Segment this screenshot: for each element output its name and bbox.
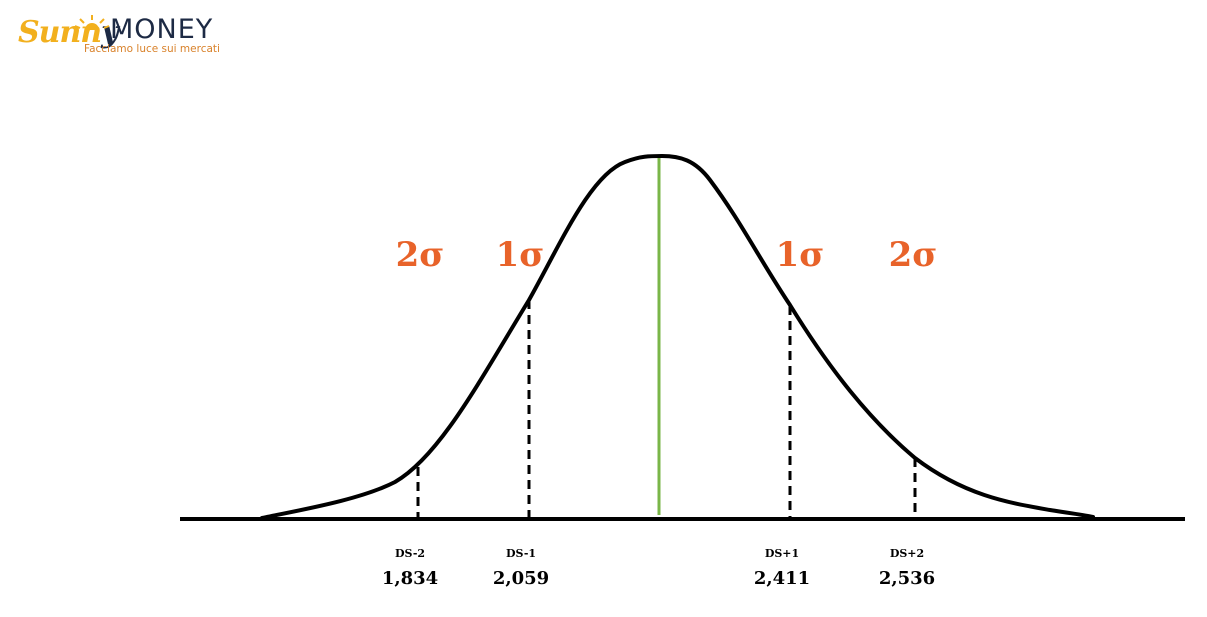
sigma-label-ds+2: 2σ [889, 235, 938, 275]
logo: Sunny MONEY Facciamo luce sui mercati [18, 14, 248, 64]
sun-icon [74, 15, 110, 30]
marker-label-ds+2: DS+2 [890, 547, 924, 560]
marker-value-ds-1: 2,059 [493, 568, 549, 589]
logo-brand: MONEY [110, 14, 214, 45]
marker-label-ds+1: DS+1 [765, 547, 799, 560]
sigma-label-ds+1: 1σ [776, 235, 825, 275]
bell-curve [260, 153, 1095, 520]
marker-label-ds-2: DS-2 [395, 547, 425, 560]
sigma-label-ds-1: 1σ [496, 235, 545, 275]
sigma-label-ds-2: 2σ [396, 235, 445, 275]
marker-value-ds-2: 1,834 [382, 568, 438, 589]
marker-value-ds+2: 2,536 [879, 568, 935, 589]
marker-value-ds+1: 2,411 [754, 568, 810, 589]
logo-script-text: Sunny [18, 15, 119, 50]
marker-label-ds-1: DS-1 [506, 547, 536, 560]
logo-tagline: Facciamo luce sui mercati [84, 43, 220, 55]
